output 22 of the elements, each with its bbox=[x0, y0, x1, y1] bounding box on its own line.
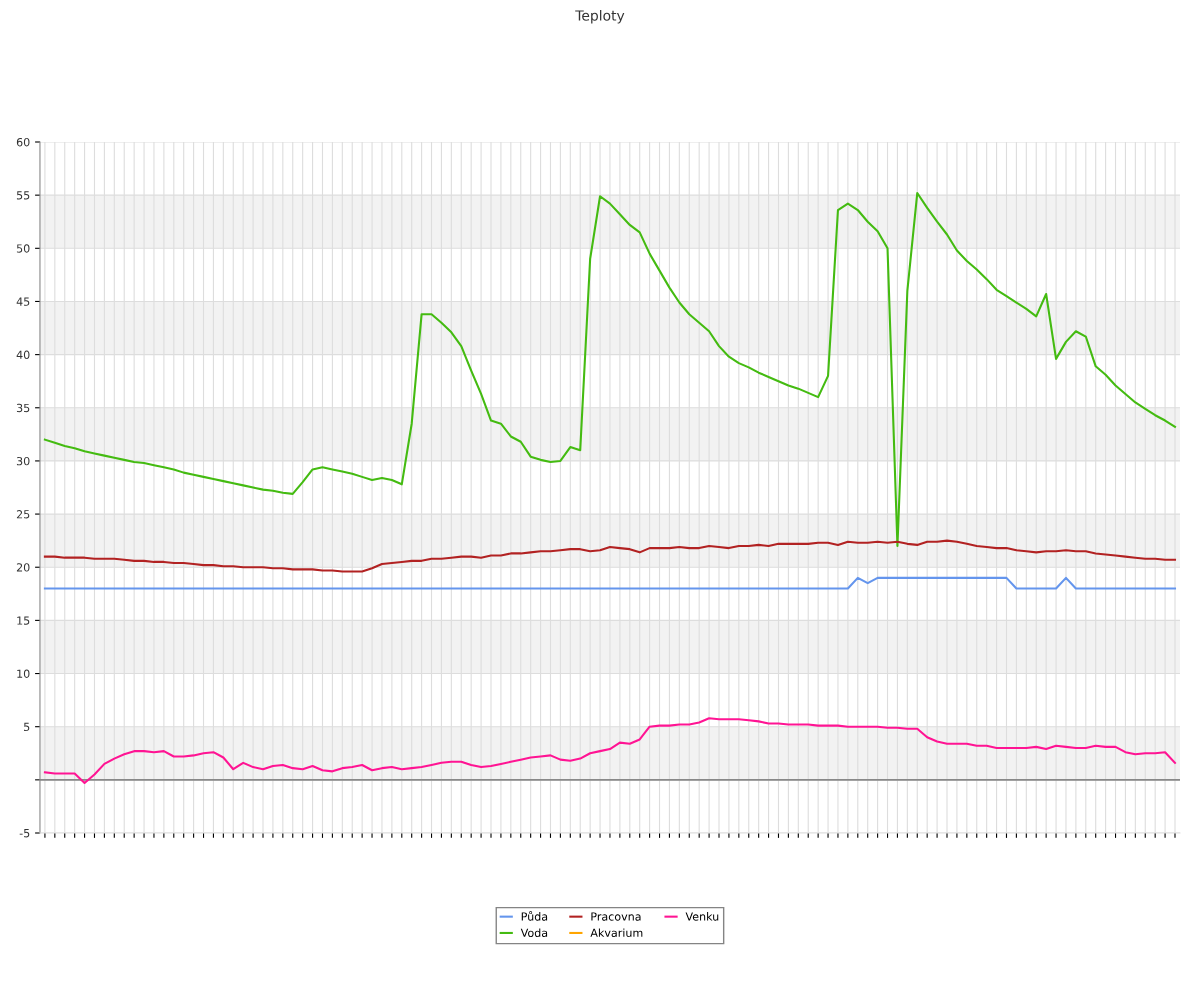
legend-label: Půda bbox=[521, 911, 548, 921]
legend-label: Venku bbox=[685, 912, 719, 921]
y-tick-label: 40 bbox=[16, 350, 30, 359]
y-tick-label: 35 bbox=[16, 403, 30, 413]
y-tick-label: -5 bbox=[19, 829, 30, 838]
legend-label: Akvarium bbox=[590, 928, 643, 938]
chart-title: Teploty bbox=[575, 10, 625, 24]
y-tick-label: 20 bbox=[16, 563, 30, 572]
y-tick-label: 10 bbox=[17, 669, 30, 678]
y-tick-label: 55 bbox=[16, 191, 30, 200]
line-series bbox=[43, 191, 1177, 548]
legend-label: Voda bbox=[520, 928, 548, 938]
line-series bbox=[43, 717, 1177, 785]
line-series bbox=[43, 539, 1177, 573]
y-tick-label: 60 bbox=[16, 137, 30, 147]
y-tick-label: 5 bbox=[24, 722, 30, 732]
y-tick-label: 25 bbox=[16, 510, 30, 519]
legend-label: Pracovna bbox=[591, 912, 641, 921]
y-tick-label: 15 bbox=[17, 616, 30, 625]
y-tick-label: 30 bbox=[16, 456, 30, 466]
y-tick-label: 50 bbox=[16, 244, 30, 253]
y-tick-label: 45 bbox=[16, 297, 30, 306]
